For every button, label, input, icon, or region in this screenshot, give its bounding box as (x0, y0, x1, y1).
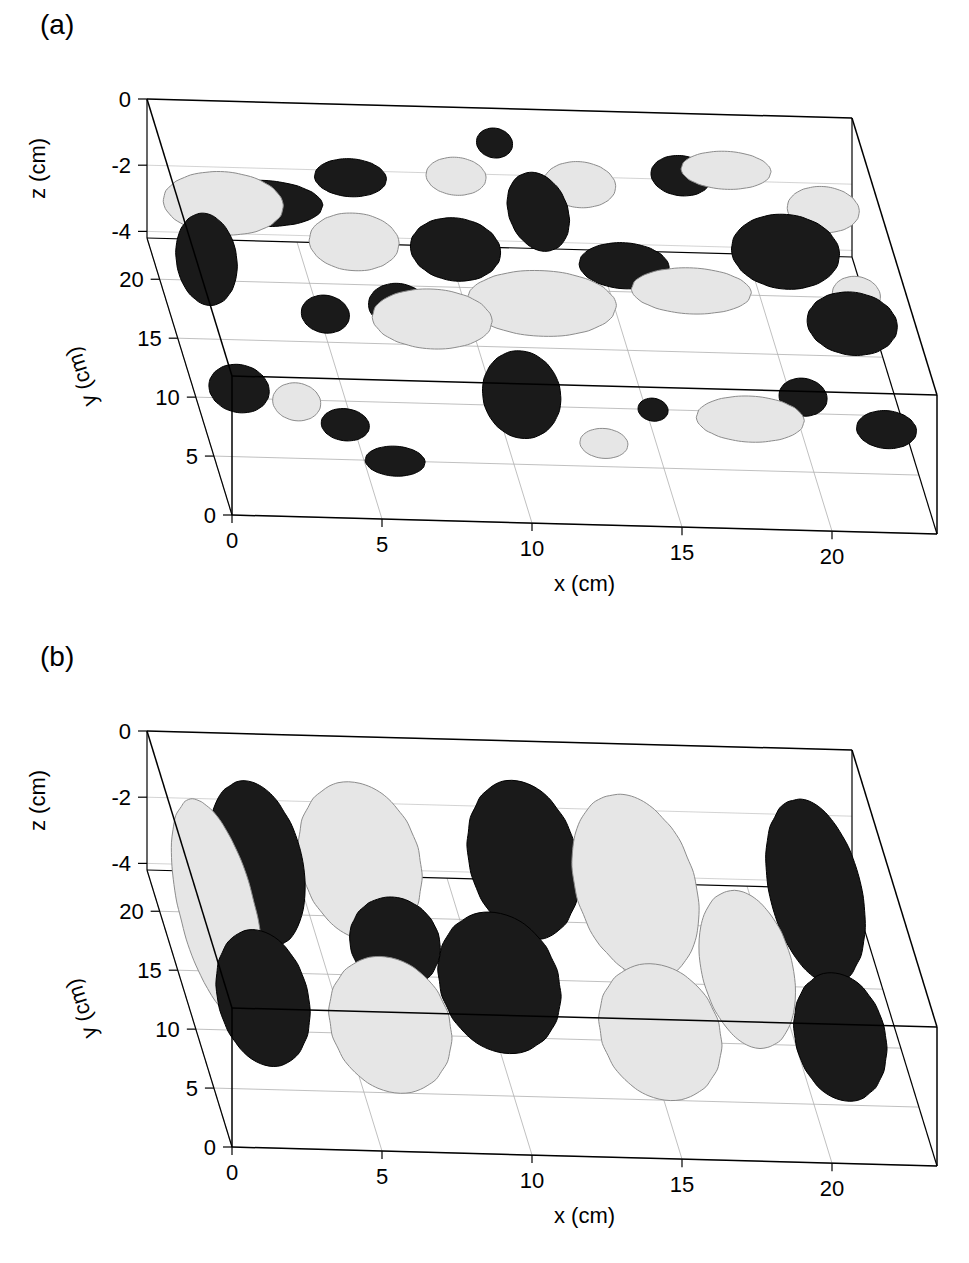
svg-text:20: 20 (820, 544, 844, 569)
svg-text:10: 10 (155, 385, 179, 410)
svg-text:-2: -2 (111, 785, 131, 810)
svg-text:-2: -2 (111, 153, 131, 178)
svg-text:(a): (a) (40, 9, 74, 40)
svg-text:0: 0 (226, 1160, 238, 1185)
svg-text:10: 10 (155, 1017, 179, 1042)
svg-text:0: 0 (226, 528, 238, 553)
svg-text:z (cm): z (cm) (25, 770, 50, 831)
svg-text:y (cm): y (cm) (61, 976, 103, 1042)
svg-text:-4: -4 (111, 851, 131, 876)
svg-text:-4: -4 (111, 219, 131, 244)
svg-text:20: 20 (820, 1176, 844, 1201)
svg-text:(b): (b) (40, 641, 74, 672)
svg-text:15: 15 (670, 540, 694, 565)
svg-text:0: 0 (204, 1135, 216, 1160)
svg-text:z (cm): z (cm) (25, 138, 50, 199)
svg-text:0: 0 (119, 87, 131, 112)
svg-text:10: 10 (520, 536, 544, 561)
svg-text:5: 5 (376, 532, 388, 557)
svg-text:20: 20 (119, 267, 143, 292)
svg-text:20: 20 (119, 899, 143, 924)
svg-text:10: 10 (520, 1168, 544, 1193)
svg-text:5: 5 (186, 444, 198, 469)
svg-text:15: 15 (137, 326, 161, 351)
svg-text:5: 5 (186, 1076, 198, 1101)
svg-text:y (cm): y (cm) (61, 344, 103, 410)
svg-text:0: 0 (119, 719, 131, 744)
svg-text:0: 0 (204, 503, 216, 528)
svg-text:x (cm): x (cm) (554, 571, 615, 596)
svg-text:15: 15 (670, 1172, 694, 1197)
svg-text:x (cm): x (cm) (554, 1203, 615, 1228)
svg-text:5: 5 (376, 1164, 388, 1189)
svg-text:15: 15 (137, 958, 161, 983)
